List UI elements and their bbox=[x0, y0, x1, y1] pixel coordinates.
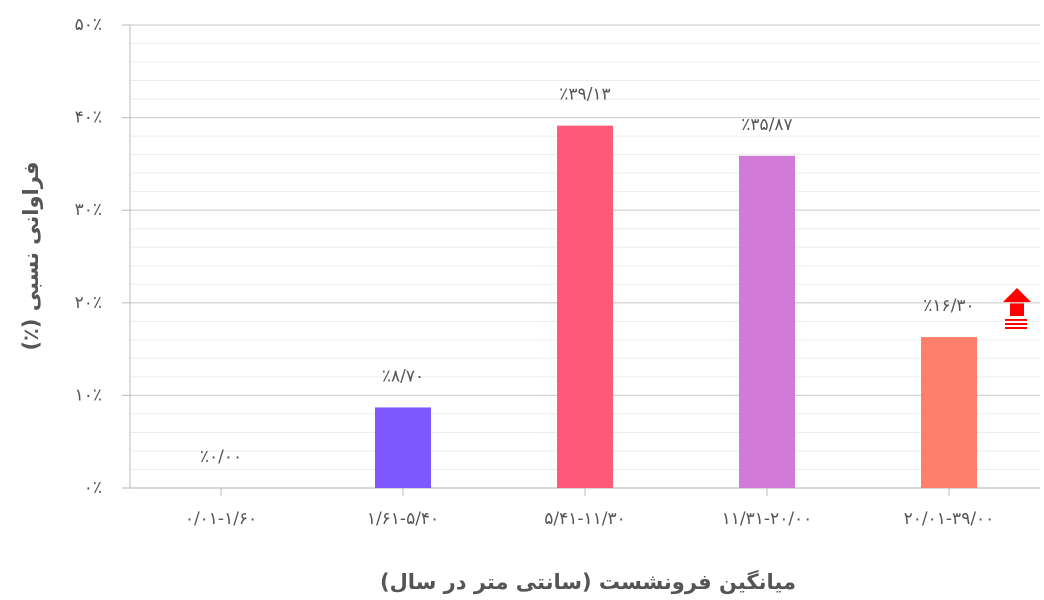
data-label: ٪۳۹/۱۳ bbox=[559, 85, 610, 105]
x-tick-label: ۱/۶۱-۵/۴۰ bbox=[367, 509, 439, 529]
x-tick-label: ۰/۰۱-۱/۶۰ bbox=[185, 509, 257, 529]
y-tick-label: ۴۰٪ bbox=[75, 108, 102, 128]
y-tick-label: ۲۰٪ bbox=[75, 293, 102, 313]
x-tick-label: ۵/۴۱-۱۱/۳۰ bbox=[544, 509, 626, 529]
bar bbox=[921, 337, 977, 488]
x-tick-label: ۲۰/۰۱-۳۹/۰۰ bbox=[904, 509, 995, 529]
x-axis-title: میانگین فرونشست (سانتی متر در سال) bbox=[380, 569, 796, 594]
y-tick-label: ۱۰٪ bbox=[75, 385, 102, 405]
up-arrow-icon bbox=[1003, 288, 1031, 329]
y-tick-label: ۵۰٪ bbox=[75, 15, 102, 35]
bar bbox=[557, 125, 613, 489]
x-tick-label: ۱۱/۳۱-۲۰/۰۰ bbox=[722, 509, 813, 529]
bar bbox=[375, 407, 431, 488]
bar bbox=[739, 155, 795, 488]
data-label: ٪۸/۷۰ bbox=[382, 366, 424, 386]
y-axis-title: فراوانی نسبی (٪) bbox=[19, 161, 43, 350]
data-label: ٪۱۶/۳۰ bbox=[923, 296, 974, 316]
data-label: ٪۰/۰۰ bbox=[200, 447, 242, 467]
y-tick-label: ۳۰٪ bbox=[75, 200, 102, 220]
data-label: ٪۳۵/۸۷ bbox=[741, 115, 792, 135]
y-tick-label: ۰٪ bbox=[84, 478, 102, 498]
